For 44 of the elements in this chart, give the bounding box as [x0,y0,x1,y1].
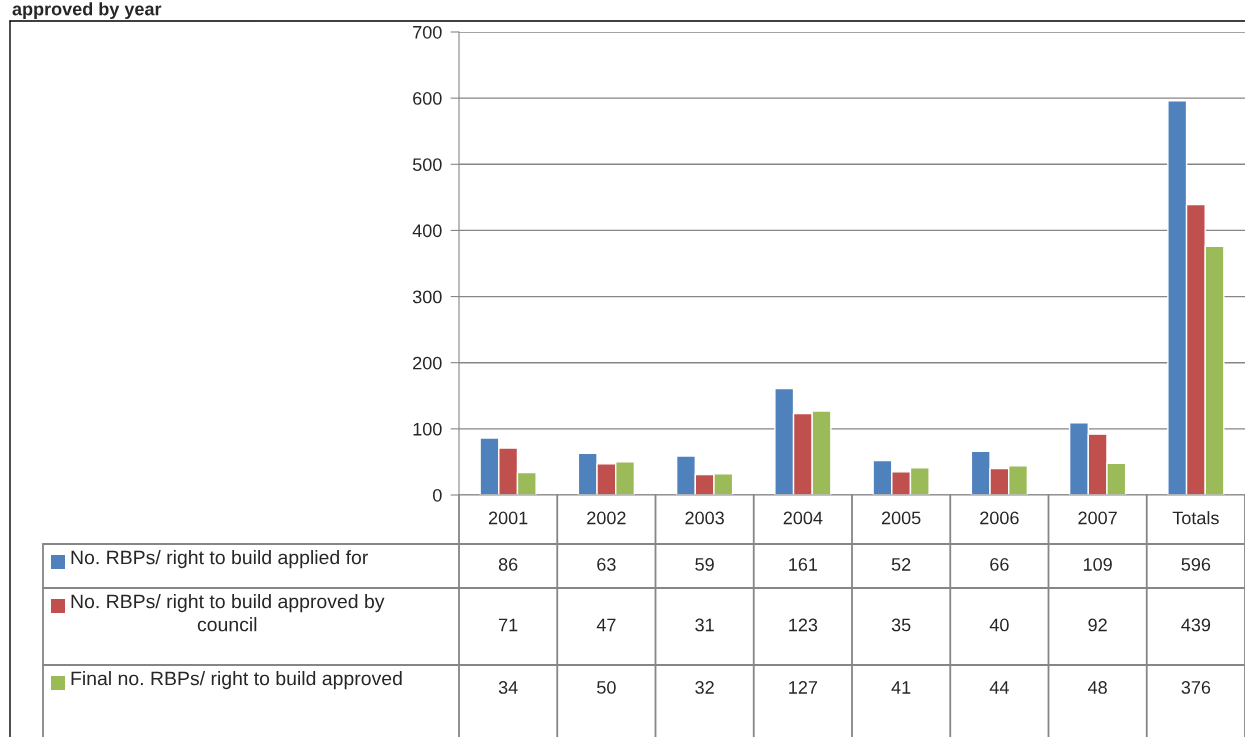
data-label: 34 [498,681,518,694]
x-tick-label: 2007 [1078,511,1117,525]
data-label: 439 [1181,618,1211,632]
data-label: 44 [989,681,1009,694]
y-tick-label: 600 [413,92,442,105]
x-tick-label: 2001 [488,511,528,525]
x-tick-label: 2006 [980,511,1019,525]
y-tick-label: 100 [413,422,442,436]
data-label: 31 [695,618,714,632]
data-label: 59 [695,558,714,571]
y-tick-label: 300 [412,290,442,304]
text: approved by year [12,2,162,19]
x-tick-label: 2002 [587,511,626,525]
x-tick-label: 2004 [783,511,823,525]
data-label: 35 [891,618,911,632]
data-label: 71 [499,618,518,632]
data-label: 127 [789,681,818,694]
data-label: 66 [990,558,1009,571]
data-label: 52 [891,558,911,571]
y-tick-label: 0 [433,488,442,502]
y-tick-label: 500 [412,158,442,172]
y-tick-label: 200 [413,356,442,370]
legend-label: Final no. RBPs/ right to build approved [71,671,402,690]
data-label: 41 [891,681,911,694]
data-label: 40 [989,618,1009,632]
data-label: 109 [1083,558,1112,571]
x-tick-label: Totals [1172,511,1219,525]
data-label: 596 [1181,558,1211,571]
x-tick-label: 2005 [881,511,921,525]
data-label: 161 [789,558,818,571]
y-tick-label: 700 [413,25,442,39]
data-label: 376 [1181,681,1211,694]
legend-label: No. RBPs/ right to build approved by council [71,594,385,632]
y-tick-label: 400 [412,224,442,238]
x-tick-label: 2003 [685,511,724,525]
data-label: 92 [1088,618,1107,632]
data-label: 86 [498,558,518,571]
data-label: 63 [597,558,616,571]
data-label: 50 [597,681,616,694]
data-label: 47 [596,618,616,632]
data-label: 32 [695,681,714,694]
data-label: 48 [1088,681,1107,694]
legend-label: No. RBPs/ right to build applied for [71,550,368,569]
data-label: 123 [789,618,818,632]
